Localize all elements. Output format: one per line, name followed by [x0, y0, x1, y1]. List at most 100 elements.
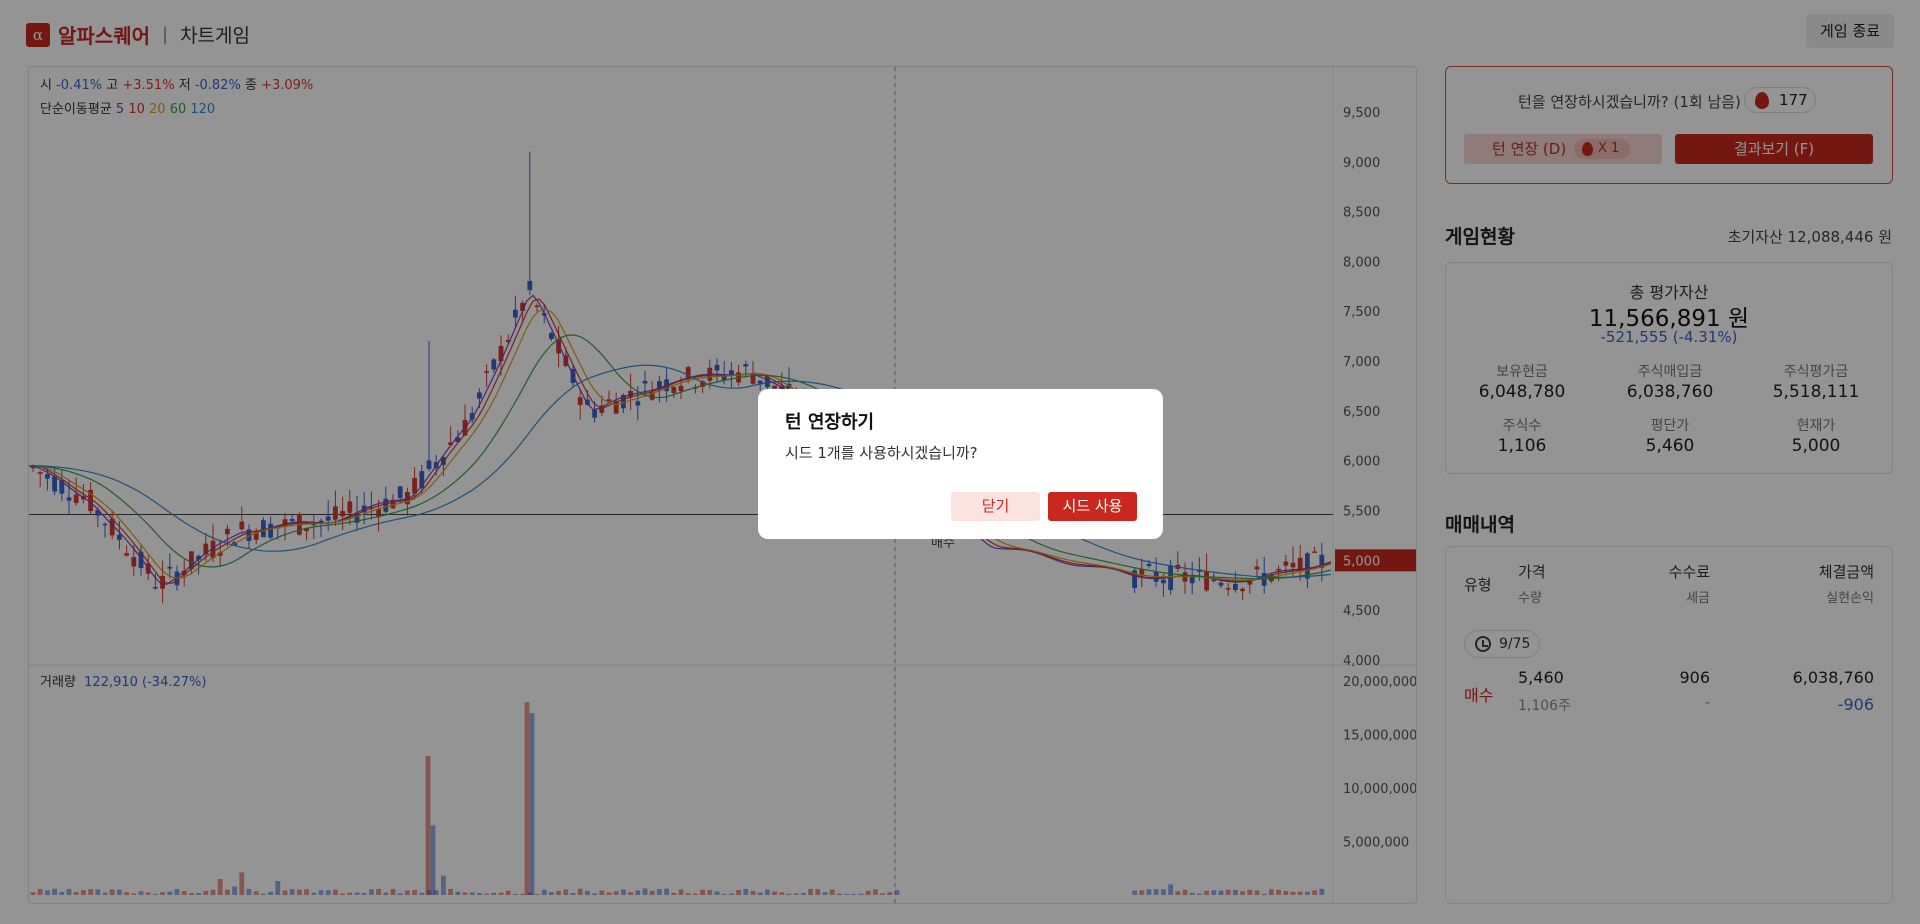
volume-bar: [441, 875, 446, 895]
view-result-button[interactable]: 결과보기 (F): [1675, 134, 1873, 164]
volume-legend: 거래량 122,910 (-34.27%): [40, 671, 206, 690]
volume-bar: [1175, 891, 1181, 895]
open-label: 시: [40, 78, 52, 93]
volume-bar: [1240, 891, 1245, 895]
candle-body: [556, 339, 561, 354]
volume-bar: [73, 891, 79, 895]
candle-body: [253, 532, 259, 540]
candle-body: [714, 364, 720, 371]
volume-bar: [541, 889, 547, 895]
candle-body: [282, 519, 288, 527]
candle-body: [1247, 579, 1253, 585]
candle-body: [376, 508, 381, 517]
volume-bar: [217, 879, 223, 895]
volume-bar: [1261, 893, 1267, 895]
volume-bar: [225, 889, 230, 895]
volume-bar: [239, 872, 245, 895]
stat-value: 5,518,111: [1772, 382, 1860, 402]
logo[interactable]: α 알파스퀘어 | 차트게임: [26, 20, 250, 49]
volume-bar: [246, 888, 252, 895]
volume-bar: [621, 889, 626, 895]
volume-bar: [469, 892, 475, 895]
extend-turn-label: 턴 연장 (D): [1492, 140, 1567, 158]
buy-marker-label: 매수: [931, 536, 955, 551]
volume-bar: [448, 888, 453, 895]
modal-close-button[interactable]: 닫기: [951, 492, 1040, 521]
candle-body: [131, 557, 137, 567]
price-tick-label: 7,500: [1343, 305, 1380, 320]
volume-bar: [181, 890, 187, 895]
volume-bar: [37, 888, 43, 895]
trade-amount: 6,038,760: [1792, 668, 1874, 687]
volume-tick-label: 5,000,000: [1343, 836, 1409, 851]
alpha-logo-icon: α: [26, 22, 50, 47]
volume-bar: [894, 890, 900, 895]
ma-legend: 단순이동평균 5 10 20 60 120: [40, 98, 215, 117]
col-qty: 수량: [1518, 591, 1542, 606]
volume-bar: [649, 890, 655, 895]
candle-body: [239, 521, 245, 530]
extend-turn-button[interactable]: 턴 연장 (D) X 1: [1464, 134, 1662, 164]
candle-body: [189, 551, 194, 570]
candle-body: [196, 555, 201, 560]
volume-bar: [844, 893, 849, 895]
volume-bar: [412, 889, 417, 895]
use-seed-button[interactable]: 시드 사용: [1048, 492, 1137, 521]
modal-message: 시드 1개를 사용하시겠습니까?: [785, 444, 978, 462]
candle-body: [289, 518, 295, 521]
volume-bar: [606, 892, 612, 895]
stat-label: 평단가: [1650, 418, 1690, 434]
volume-bar: [592, 893, 597, 895]
volume-bar: [534, 893, 540, 895]
volume-bar: [153, 893, 158, 895]
volume-bar: [570, 892, 576, 895]
volume-bar: [455, 891, 461, 895]
ma-20-line: [29, 308, 1332, 581]
ohlc-legend: 시 -0.41% 고 +3.51% 저 -0.82% 종 +3.09%: [40, 74, 313, 93]
volume-bar: [1247, 889, 1253, 895]
volume-bar: [477, 892, 482, 895]
current-price-label: 5,000: [1343, 554, 1380, 569]
volume-bar: [109, 889, 115, 895]
candle-body: [491, 359, 497, 370]
high-value: +3.51%: [122, 78, 175, 93]
candle-body: [59, 480, 65, 494]
candle-body: [534, 305, 540, 308]
volume-bar: [815, 889, 821, 895]
volume-bar: [1204, 890, 1209, 895]
candle-body: [1189, 576, 1195, 584]
candle-body: [1204, 571, 1209, 591]
candle-body: [225, 528, 230, 535]
low-label: 저: [178, 78, 191, 93]
candle-body: [426, 460, 432, 469]
price-chart[interactable]: 9,500 9,000 8,500 8,000 7,500 7,000 6,500 6,000…: [28, 66, 1417, 904]
volume-bar: [261, 893, 266, 895]
stat-value: 1,106: [1497, 436, 1547, 456]
turn-counter-value: 9/75: [1499, 636, 1531, 652]
volume-bar: [354, 892, 360, 895]
ma-5-label: 5: [115, 102, 125, 117]
volume-bar: [138, 891, 144, 895]
candle-body: [95, 510, 101, 516]
volume-bar: [801, 892, 806, 895]
volume-bar: [714, 891, 720, 895]
volume-bar: [865, 890, 871, 895]
ma-20-label: 20: [149, 102, 166, 117]
volume-bar: [1297, 891, 1303, 895]
volume-bar: [232, 886, 237, 895]
end-game-button[interactable]: 게임 종료: [1806, 14, 1894, 48]
price-tick-label: 9,000: [1343, 156, 1380, 171]
volume-bar: [1146, 889, 1152, 895]
high-label: 고: [106, 78, 119, 93]
volume-bar: [729, 893, 734, 895]
volume-bar: [196, 893, 201, 895]
candle-body: [757, 380, 763, 384]
modal-title: 턴 연장하기: [785, 412, 875, 433]
candle-body: [412, 478, 417, 494]
volume-bar: [757, 892, 763, 895]
volume-bar: [779, 892, 785, 895]
volume-bar: [822, 892, 828, 895]
volume-bar: [340, 893, 345, 895]
trade-qty: 1,106주: [1518, 698, 1571, 714]
volume-bar: [873, 889, 878, 895]
